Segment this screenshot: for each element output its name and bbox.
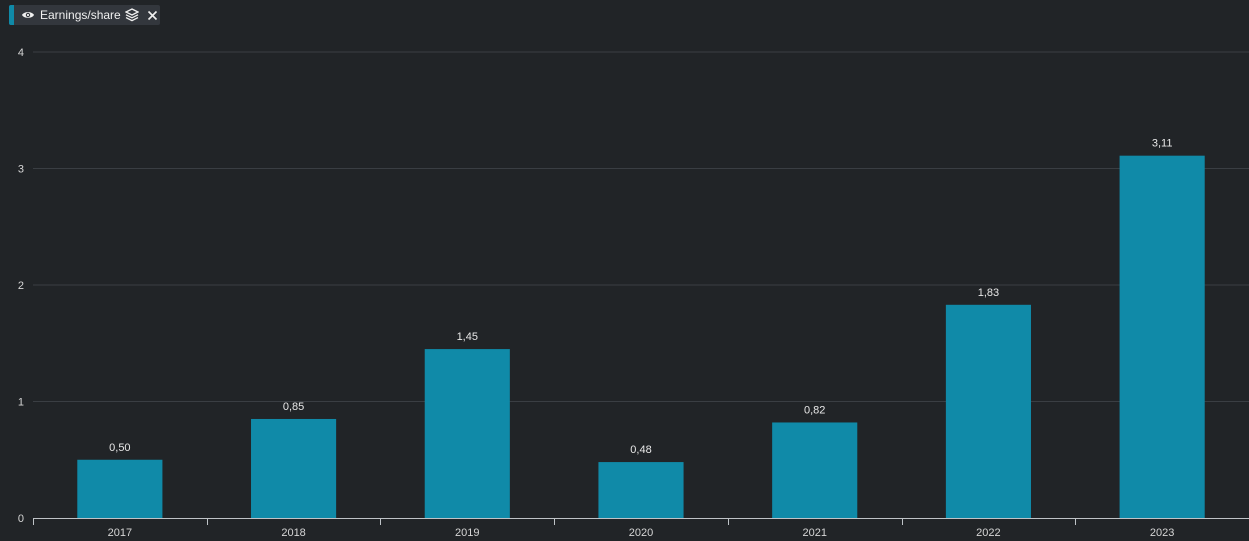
data-label: 3,11	[1152, 138, 1173, 150]
x-tick-label: 2019	[455, 527, 479, 539]
series-legend-chip[interactable]: Earnings/share	[9, 5, 160, 25]
x-tick-label: 2018	[281, 527, 305, 539]
bar-2020[interactable]	[598, 462, 684, 518]
data-label: 0,48	[630, 444, 651, 456]
bar-2019[interactable]	[424, 349, 510, 518]
data-label: 0,85	[283, 401, 304, 413]
data-label: 1,45	[457, 331, 478, 343]
series-color-swatch	[9, 5, 14, 25]
data-label: 0,82	[804, 404, 825, 416]
y-tick-label: 4	[18, 47, 24, 59]
x-tick-label: 2023	[1150, 527, 1174, 539]
series-legend-label: Earnings/share	[40, 8, 121, 22]
x-tick-label: 2017	[108, 527, 132, 539]
layers-icon[interactable]	[124, 8, 139, 22]
y-tick-label: 3	[18, 164, 24, 176]
x-tick-label: 2021	[802, 527, 826, 539]
y-tick-label: 0	[18, 513, 24, 525]
bar-2022[interactable]	[945, 304, 1031, 518]
close-icon[interactable]	[147, 10, 158, 21]
x-tick-label: 2020	[629, 527, 653, 539]
eye-icon[interactable]	[21, 8, 35, 22]
y-tick-label: 1	[18, 397, 24, 409]
y-tick-label: 2	[18, 280, 24, 292]
data-label: 1,83	[978, 287, 999, 299]
bar-2017[interactable]	[77, 459, 163, 518]
bar-2023[interactable]	[1119, 155, 1205, 518]
bar-2021[interactable]	[772, 422, 858, 518]
bar-2018[interactable]	[251, 418, 337, 518]
x-tick-label: 2022	[976, 527, 1000, 539]
data-label: 0,50	[109, 442, 130, 454]
